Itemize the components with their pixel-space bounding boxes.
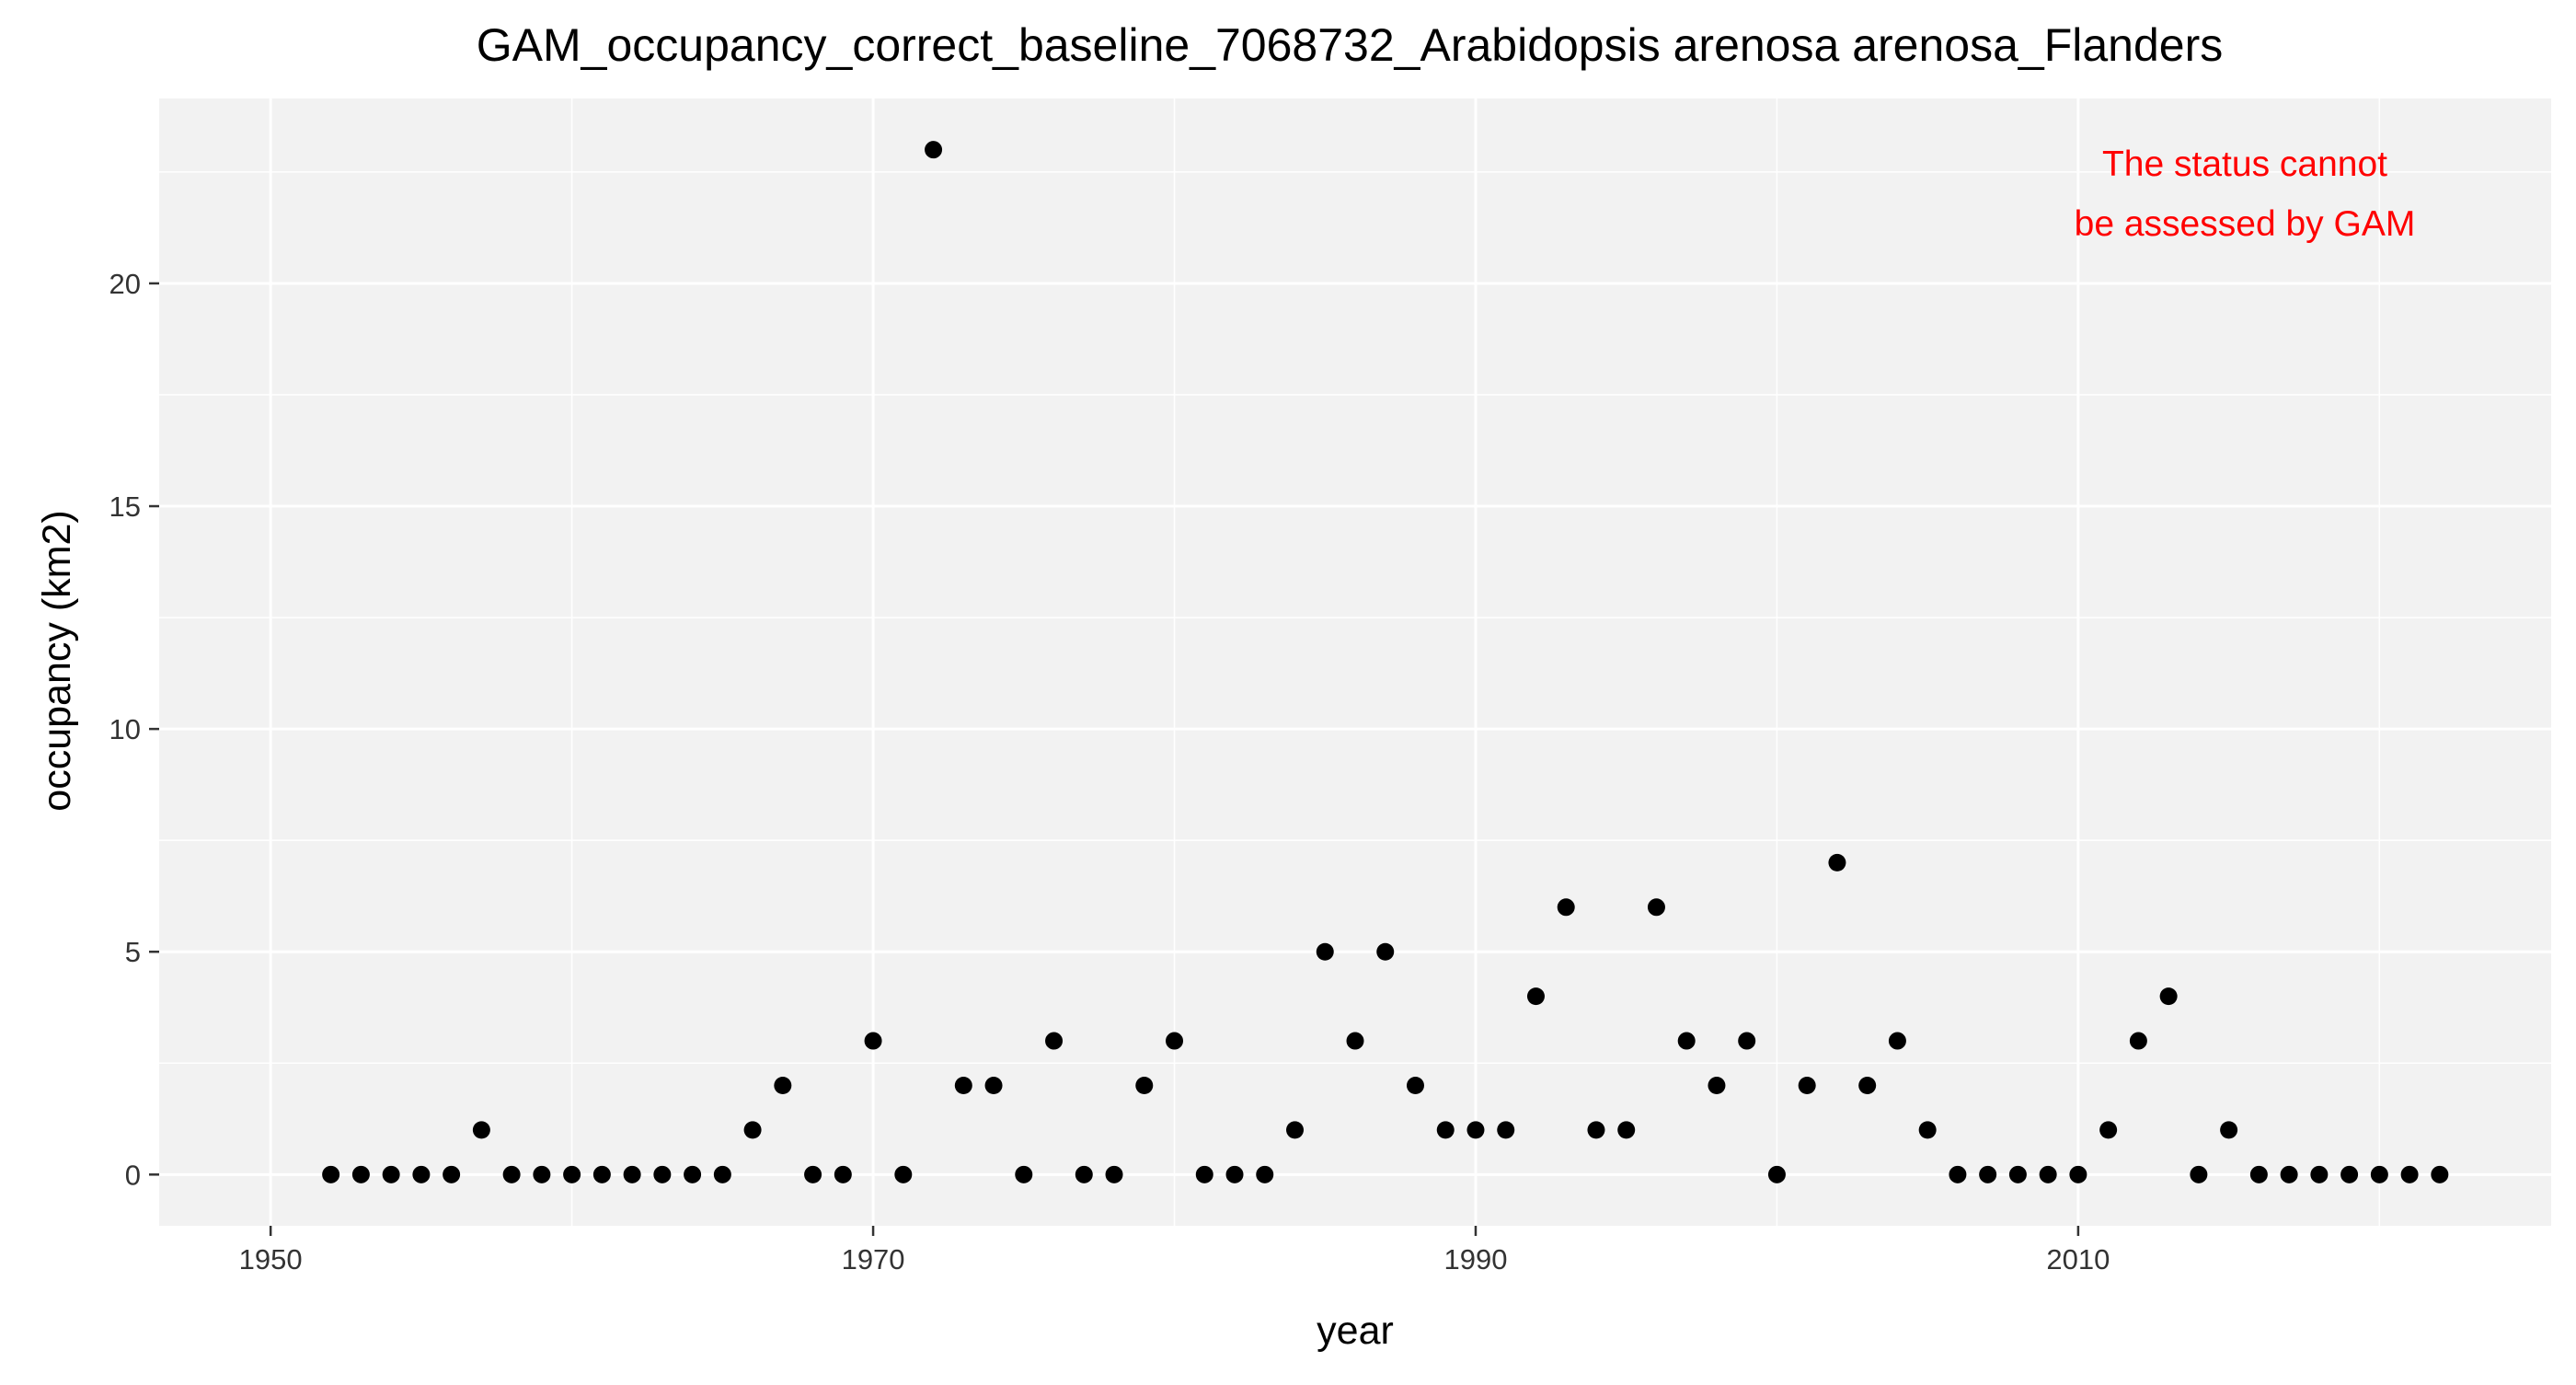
data-point: [1406, 1076, 1424, 1094]
data-point: [592, 1165, 611, 1183]
data-point: [412, 1165, 431, 1183]
data-point: [1828, 853, 1846, 871]
y-tick-label: 20: [109, 268, 141, 300]
data-point: [984, 1076, 1003, 1094]
data-point: [1346, 1032, 1364, 1050]
data-points: [322, 141, 2449, 1183]
data-point: [2008, 1165, 2027, 1183]
data-point: [1286, 1121, 1305, 1139]
data-point: [1617, 1121, 1636, 1139]
data-point: [472, 1121, 490, 1139]
x-tick-label: 1950: [239, 1243, 303, 1275]
data-point: [1316, 942, 1334, 961]
x-tick-label: 1990: [1443, 1243, 1507, 1275]
data-point: [1557, 898, 1575, 917]
data-point: [2310, 1165, 2329, 1183]
data-point: [2431, 1165, 2449, 1183]
x-axis-label: year: [1317, 1309, 1394, 1353]
data-point: [2159, 987, 2178, 1006]
annotation-line-2: be assessed by GAM: [2075, 204, 2416, 244]
data-point: [382, 1165, 400, 1183]
data-point: [1979, 1165, 1997, 1183]
data-point: [1225, 1165, 1244, 1183]
data-point: [1858, 1076, 1877, 1094]
annotation-line-1: The status cannot: [2102, 144, 2387, 184]
data-point: [1466, 1121, 1485, 1139]
y-axis-tick-labels: 0 5 10 15 20: [109, 268, 141, 1191]
data-point: [533, 1165, 551, 1183]
data-point: [502, 1165, 521, 1183]
data-point: [2099, 1121, 2118, 1139]
data-point: [351, 1165, 370, 1183]
data-point: [443, 1165, 461, 1183]
data-point: [1256, 1165, 1274, 1183]
data-point: [1015, 1165, 1033, 1183]
x-axis-tick-labels: 1950 1970 1990 2010: [239, 1243, 2110, 1275]
data-point: [1798, 1076, 1816, 1094]
data-point: [1105, 1165, 1123, 1183]
data-point: [1767, 1165, 1786, 1183]
data-point: [713, 1165, 731, 1183]
data-point: [1587, 1121, 1605, 1139]
data-point: [834, 1165, 852, 1183]
data-point: [1075, 1165, 1093, 1183]
data-point: [2340, 1165, 2359, 1183]
data-point: [623, 1165, 641, 1183]
minor-gridlines: [159, 98, 2551, 1226]
data-point: [774, 1076, 792, 1094]
data-point: [743, 1121, 762, 1139]
data-point: [2249, 1165, 2268, 1183]
x-tick-label: 2010: [2046, 1243, 2110, 1275]
data-point: [1918, 1121, 1937, 1139]
data-point: [1166, 1032, 1184, 1050]
data-point: [1949, 1165, 1967, 1183]
data-point: [653, 1165, 672, 1183]
data-point: [1045, 1032, 1064, 1050]
data-point: [1526, 987, 1545, 1006]
axis-ticks: [149, 282, 2080, 1236]
data-point: [2220, 1121, 2238, 1139]
data-point: [1497, 1121, 1515, 1139]
data-point: [1647, 898, 1665, 917]
data-point: [2129, 1032, 2147, 1050]
chart-title: GAM_occupancy_correct_baseline_7068732_A…: [477, 19, 2223, 71]
y-tick-label: 5: [125, 936, 141, 968]
data-point: [864, 1032, 882, 1050]
data-point: [1436, 1121, 1455, 1139]
data-point: [2039, 1165, 2057, 1183]
y-axis-label: occupancy (km2): [35, 510, 79, 811]
data-point: [1195, 1165, 1213, 1183]
data-point: [804, 1165, 822, 1183]
data-point: [563, 1165, 581, 1183]
data-point: [954, 1076, 972, 1094]
data-point: [1708, 1076, 1726, 1094]
data-point: [925, 141, 943, 159]
data-point: [2400, 1165, 2419, 1183]
data-point: [1135, 1076, 1154, 1094]
x-tick-label: 1970: [842, 1243, 905, 1275]
data-point: [894, 1165, 913, 1183]
data-point: [2370, 1165, 2388, 1183]
data-point: [2069, 1165, 2087, 1183]
y-tick-label: 15: [109, 491, 141, 523]
data-point: [1677, 1032, 1696, 1050]
y-tick-label: 0: [125, 1159, 141, 1191]
data-point: [684, 1165, 702, 1183]
plot-panel: [159, 98, 2551, 1226]
data-point: [322, 1165, 340, 1183]
data-point: [1738, 1032, 1756, 1050]
data-point: [2280, 1165, 2298, 1183]
data-point: [2190, 1165, 2208, 1183]
data-point: [1376, 942, 1395, 961]
data-point: [1888, 1032, 1906, 1050]
y-tick-label: 10: [109, 713, 141, 745]
